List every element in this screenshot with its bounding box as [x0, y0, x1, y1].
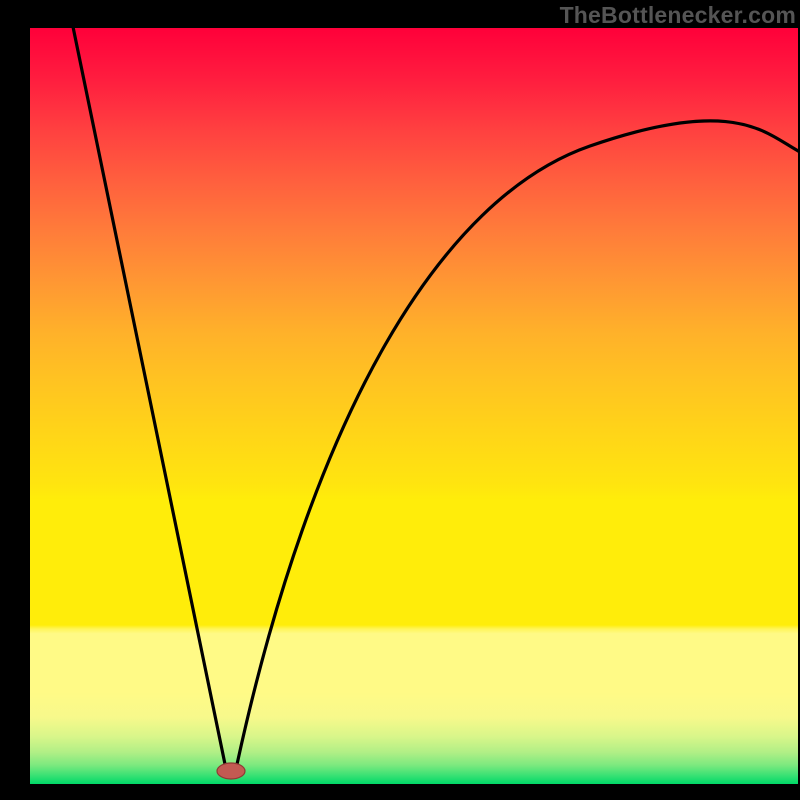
plot-area: [30, 28, 798, 784]
curve-left-branch: [72, 28, 226, 769]
watermark-text: TheBottlenecker.com: [560, 2, 796, 29]
minimum-marker: [217, 763, 245, 779]
curve-right-branch: [236, 121, 798, 769]
bottleneck-curve: [30, 28, 798, 784]
